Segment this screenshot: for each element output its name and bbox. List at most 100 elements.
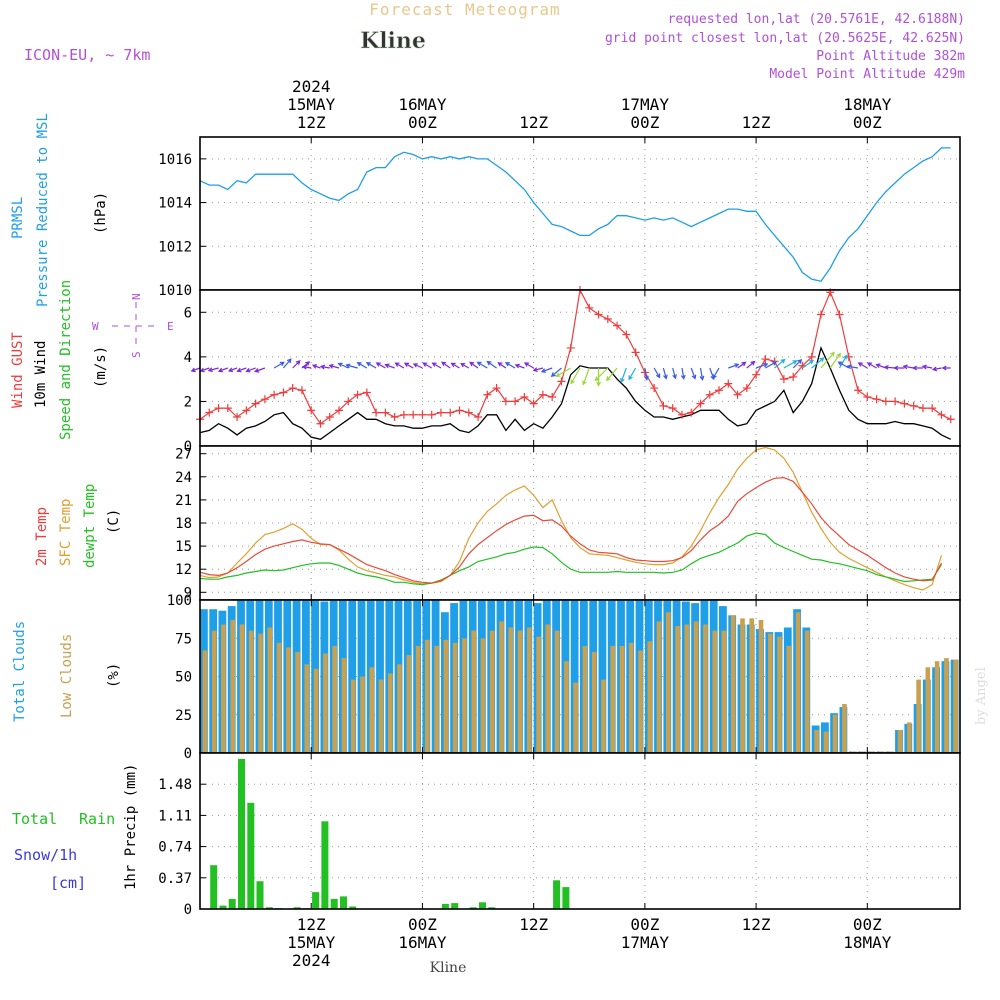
total-cloud-bar	[598, 600, 607, 753]
rain-bar	[210, 865, 218, 909]
precip-ytick-label: 0.37	[158, 871, 192, 887]
wind-gust-marker	[307, 406, 316, 415]
wind-direction-arrow	[857, 362, 868, 369]
temperature-ytick-label: 9	[184, 585, 192, 601]
wind-gust-marker	[538, 390, 547, 399]
wind-gust-marker	[779, 375, 788, 384]
total-cloud-bar	[570, 600, 579, 753]
wind-direction-arrow	[829, 352, 842, 369]
top-time-label: 12Z	[742, 113, 771, 132]
wind-gust-marker	[242, 406, 251, 415]
wind-direction-arrow	[902, 364, 914, 370]
low-cloud-bar	[369, 667, 374, 753]
rain-bar	[312, 892, 320, 909]
wind-labels: Wind GUST 10m Wind Speed and Direction (…	[10, 280, 174, 440]
bottom-time-label: 17MAY	[621, 933, 670, 952]
rain-bar	[479, 902, 486, 909]
rain-bar	[256, 881, 264, 909]
precip-panel-bg	[200, 753, 960, 909]
wind-gust-marker	[585, 303, 594, 312]
wind-direction-arrow	[227, 367, 238, 373]
wind-gust-marker	[789, 372, 798, 381]
wind-direction-arrow	[820, 351, 835, 369]
wind-direction-arrow	[292, 359, 301, 369]
wind-10m-label: 10m Wind	[33, 341, 49, 408]
low-cloud-bar	[638, 650, 643, 753]
wind-direction-arrow	[356, 362, 368, 369]
wind-ytick-label: 2	[184, 394, 192, 410]
wind-direction-arrow	[662, 367, 668, 380]
snow-unit-label: [cm]	[50, 874, 86, 892]
low-cloud-bar	[443, 639, 449, 753]
bottom-time-label: 16MAY	[398, 933, 447, 952]
low-cloud-bar	[508, 627, 513, 753]
wind-gust-marker	[900, 399, 909, 408]
wind-gust-marker	[279, 388, 288, 397]
dewpt-line	[199, 532, 943, 586]
wind-gust-marker	[835, 310, 844, 319]
wind-gust-marker	[418, 410, 427, 419]
wind-gust-marker	[511, 397, 520, 406]
wind-gust-marker	[223, 404, 232, 413]
temp-2m-line	[199, 476, 943, 584]
top-time-label: 00Z	[853, 113, 882, 132]
low-cloud-bar	[286, 647, 291, 753]
total-clouds-label: Total Clouds	[12, 621, 28, 722]
clouds-ytick-label: 0	[184, 746, 192, 762]
wind-direction-arrow	[412, 363, 423, 369]
wind-gust-marker	[909, 401, 918, 410]
wind-gust-marker	[362, 388, 371, 397]
precip-ytick-label: 0.74	[158, 840, 192, 856]
wind-gust-marker	[891, 397, 900, 406]
low-cloud-bar	[675, 626, 680, 753]
wind-direction-arrow	[672, 367, 677, 380]
wind-direction-arrow	[345, 363, 358, 369]
pressure-labels: PRMSL Pressure Reduced to MSL (hPa)	[10, 113, 109, 307]
low-cloud-bar	[480, 638, 486, 754]
wind-gust-marker	[372, 408, 381, 417]
wind-direction-arrow	[328, 363, 340, 369]
low-cloud-bar	[471, 630, 476, 753]
low-cloud-bar	[536, 636, 541, 753]
cloud-unit: (%)	[106, 663, 122, 688]
wind-direction-arrow	[628, 367, 637, 381]
low-cloud-bar	[313, 668, 319, 753]
wind-direction-arrow	[282, 358, 292, 369]
rain-bar	[238, 758, 245, 909]
bottom-time-label: 12Z	[519, 915, 548, 934]
wind-direction-arrow	[802, 359, 815, 369]
low-cloud-bar	[758, 619, 764, 753]
wind-gust-marker	[668, 404, 677, 413]
low-cloud-bar	[777, 636, 782, 753]
low-cloud-bar	[953, 659, 958, 753]
temperature-ytick-label: 15	[175, 539, 192, 555]
wind-gust-marker	[270, 390, 279, 399]
pressure-ytick-label: 1012	[158, 239, 192, 255]
pressure-label-prmsl: PRMSL	[10, 197, 26, 239]
low-cloud-bar	[693, 621, 699, 753]
wind-direction-arrow	[605, 367, 618, 382]
low-cloud-bar	[823, 731, 829, 753]
low-cloud-bar	[832, 714, 838, 754]
wind-gust-marker	[316, 419, 325, 428]
wind-direction-arrow	[921, 364, 933, 370]
wind-direction-arrow	[893, 365, 905, 371]
low-cloud-bar	[211, 630, 217, 753]
rain-bar	[553, 880, 561, 909]
low-cloud-bar	[304, 664, 310, 753]
clouds-ytick-label: 50	[175, 670, 192, 686]
low-cloud-bar	[916, 679, 921, 753]
low-cloud-bar	[545, 624, 551, 753]
temp-unit: (C)	[106, 509, 122, 534]
low-cloud-bar	[740, 618, 745, 753]
wind-direction-arrow	[620, 367, 627, 384]
wind-gust-marker	[344, 397, 353, 406]
wind-gust-marker	[650, 384, 659, 393]
wind-gust-line	[199, 288, 951, 425]
wind-gust-marker	[353, 390, 362, 399]
bottom-time-label: 2024	[292, 951, 331, 970]
watermark: by Angel	[974, 667, 989, 725]
wind-panel: 0 2 4 6	[184, 286, 961, 455]
low-cloud-bar	[350, 679, 356, 753]
